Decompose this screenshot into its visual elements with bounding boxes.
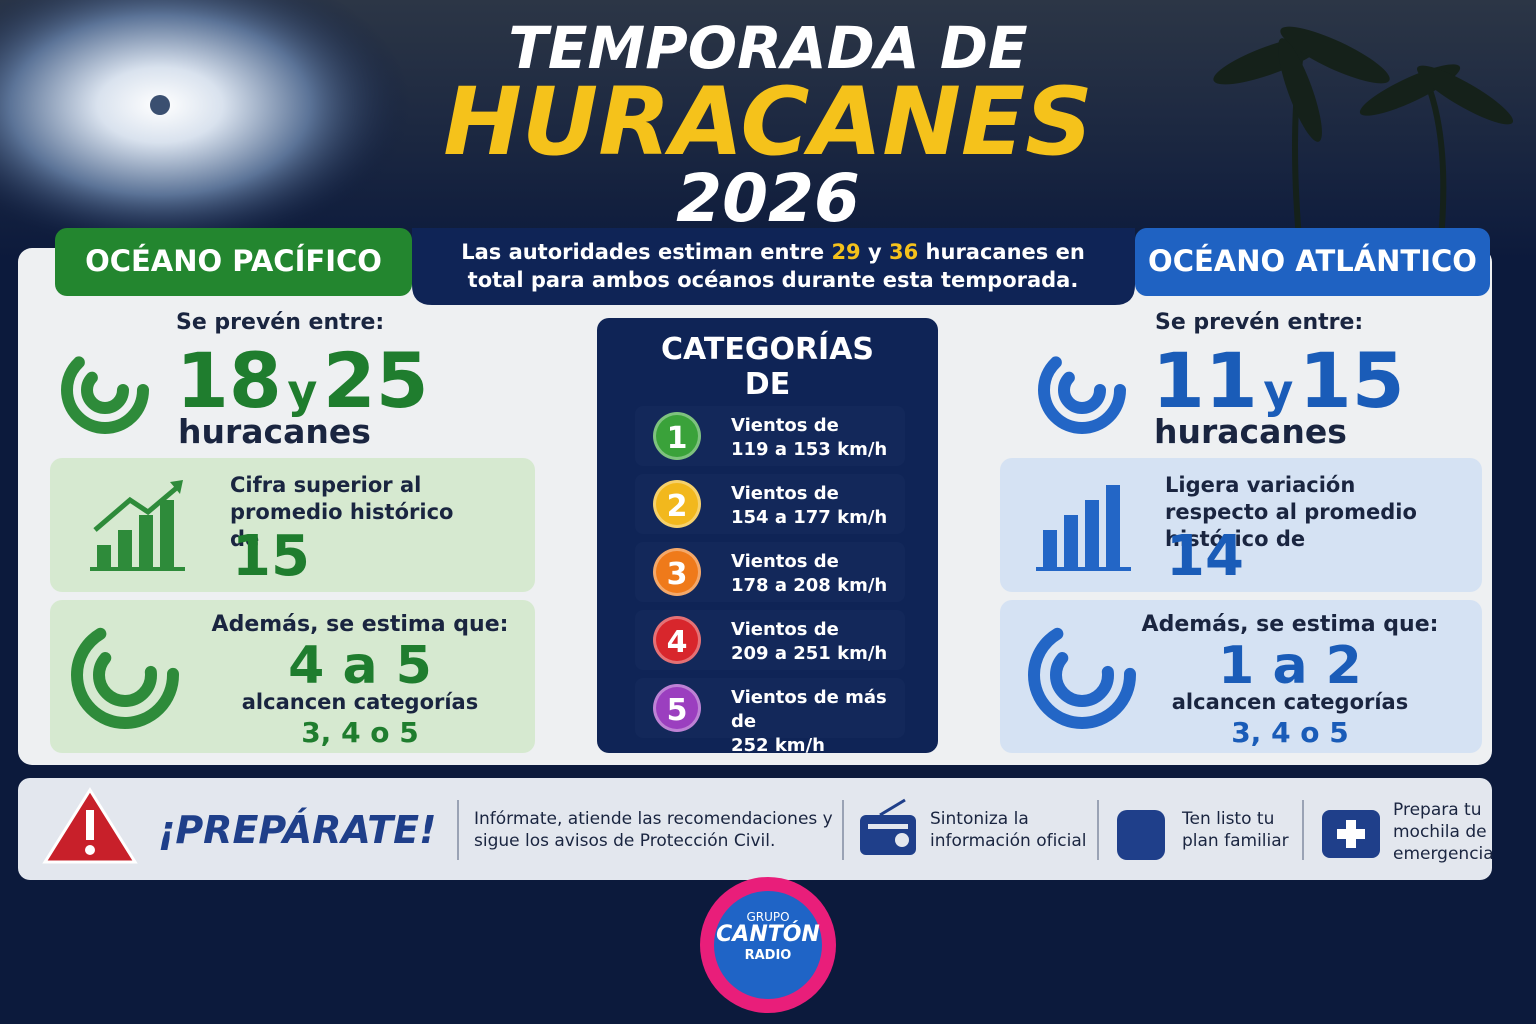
wind-text: Vientos de <box>731 483 839 504</box>
conjunction: y <box>1263 364 1294 418</box>
footer-message: Infórmate, atiende las recomendaciones y… <box>474 809 833 851</box>
major-intro: Además, se estima que: <box>211 612 509 637</box>
major-range: 1 a 2 <box>1218 636 1362 696</box>
category-item: 5 Vientos de más de 252 km/h <box>635 678 905 756</box>
forecast-range: 11 y 15 <box>1152 336 1405 425</box>
category-number: 3 <box>653 548 701 596</box>
wind-range: 209 a 251 km/h <box>731 643 888 664</box>
category-text: Vientos de 178 a 208 km/h <box>731 550 887 598</box>
category-item: 2 Vientos de 154 a 177 km/h <box>635 474 905 534</box>
major-text: alcancen categorías <box>241 690 479 714</box>
number: 18 <box>176 336 282 425</box>
number: 25 <box>322 336 429 425</box>
wind-range: 252 km/h <box>731 735 825 756</box>
history-text: Cifra superior al promedio histórico de <box>230 473 454 551</box>
wind-range: 154 a 177 km/h <box>731 507 888 528</box>
history-value: 15 <box>232 524 310 589</box>
category-number: 5 <box>653 684 701 732</box>
number: 11 <box>1152 336 1258 425</box>
summary-text: Las autoridades estiman entre <box>461 240 825 264</box>
major-text: alcancen categorías <box>1171 690 1409 714</box>
title-year: 2026 <box>676 160 860 237</box>
history-text: Ligera variación respecto al promedio hi… <box>1165 473 1417 551</box>
wind-text: Vientos de <box>731 551 839 572</box>
major-categories: 3, 4 o 5 <box>1231 716 1349 749</box>
category-item: 3 Vientos de 178 a 208 km/h <box>635 542 905 602</box>
number: 15 <box>1298 336 1405 425</box>
forecast-range: 18 y 25 <box>176 336 429 425</box>
category-item: 1 Vientos de 119 a 153 km/h <box>635 406 905 466</box>
major-intro: Además, se estima que: <box>1141 612 1439 637</box>
category-text: Vientos de 119 a 153 km/h <box>731 414 887 462</box>
title-main: HURACANES <box>443 68 1093 177</box>
unit: huracanes <box>1154 412 1347 451</box>
category-number: 1 <box>653 412 701 460</box>
logo-text: RADIO <box>744 948 792 963</box>
history-value: 14 <box>1166 524 1244 589</box>
alert: ¡PREPÁRATE! <box>158 808 437 852</box>
category-number: 4 <box>653 616 701 664</box>
title-line: TEMPORADA DE <box>508 14 1028 82</box>
intro: Se prevén entre: <box>1155 310 1364 335</box>
summary: Las autoridades estiman entre 29 y 36 hu… <box>440 238 1106 294</box>
wind-range: 119 a 153 km/h <box>731 439 888 460</box>
wind-text: Vientos de <box>731 415 839 436</box>
conjunction: y <box>287 364 318 418</box>
summary-number: 36 <box>889 240 919 264</box>
wind-text: Vientos de más de <box>731 687 887 732</box>
region-label: OCÉANO PACÍFICO <box>85 244 382 278</box>
wind-text: Vientos de <box>731 619 839 640</box>
summary-text: y <box>867 240 882 264</box>
region-label: OCÉANO ATLÁNTICO <box>1148 244 1477 278</box>
category-number: 2 <box>653 480 701 528</box>
unit: huracanes <box>178 412 371 451</box>
logo-text: CANTÓN <box>716 922 820 947</box>
wind-range: 178 a 208 km/h <box>731 575 888 596</box>
category-text: Vientos de 209 a 251 km/h <box>731 618 887 666</box>
summary-number: 29 <box>831 240 861 264</box>
tip: Sintoniza la información oficial <box>930 809 1087 851</box>
category-text: Vientos de 154 a 177 km/h <box>731 482 887 530</box>
major-range: 4 a 5 <box>288 636 432 696</box>
tip: Ten listo tu plan familiar <box>1182 809 1289 851</box>
category-item: 4 Vientos de 209 a 251 km/h <box>635 610 905 670</box>
major-categories: 3, 4 o 5 <box>301 716 419 749</box>
logo-text: GRUPO <box>746 910 790 924</box>
intro: Se prevén entre: <box>176 310 385 335</box>
summary-text: huracanes en total para ambos océanos du… <box>467 240 1085 292</box>
tip: Prepara tu mochila de emergencia <box>1393 800 1494 864</box>
category-text: Vientos de más de 252 km/h <box>731 686 905 758</box>
